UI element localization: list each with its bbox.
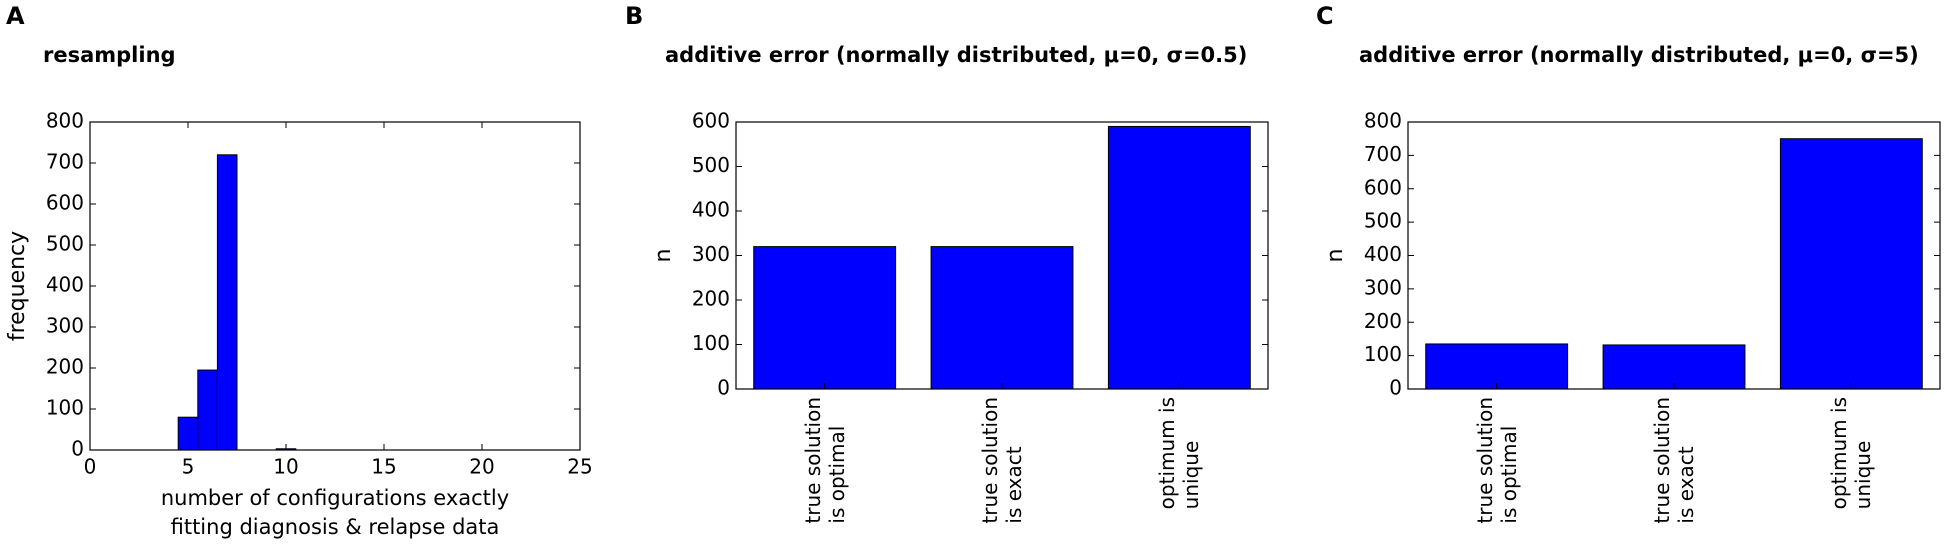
chart-title: resampling <box>43 43 176 67</box>
bar <box>930 246 1074 390</box>
y-tick-label: 500 <box>692 153 730 177</box>
y-tick-label: 400 <box>46 273 84 297</box>
panel-label: B <box>625 2 643 30</box>
panel-label: A <box>6 2 25 30</box>
y-tick-label: 800 <box>1364 109 1402 133</box>
y-tick-label: 600 <box>1364 175 1402 199</box>
y-tick-label: 200 <box>46 355 84 379</box>
y-tick-label: 200 <box>692 287 730 311</box>
y-axis-label: n <box>651 249 676 263</box>
x-tick-label: 15 <box>371 455 396 479</box>
x-tick-label: 20 <box>469 455 494 479</box>
y-tick-label: 300 <box>1364 275 1402 299</box>
y-tick-label: 600 <box>46 191 84 215</box>
y-tick-label: 400 <box>1364 242 1402 266</box>
y-tick-label: 800 <box>46 109 84 133</box>
x-tick-label: true solution is optimal <box>1472 397 1521 524</box>
y-tick-label: 700 <box>1364 142 1402 166</box>
y-tick-label: 300 <box>46 314 84 338</box>
y-tick-label: 200 <box>1364 309 1402 333</box>
bar <box>753 246 897 390</box>
bar <box>1107 125 1251 390</box>
bar <box>1425 343 1569 390</box>
y-tick-label: 300 <box>692 242 730 266</box>
axes-frame <box>735 121 1269 390</box>
y-tick-label: 0 <box>1389 376 1402 400</box>
bar <box>197 369 218 451</box>
x-tick-label: 10 <box>273 455 298 479</box>
x-tick-label: optimum is unique <box>1827 397 1876 510</box>
chart-title: additive error (normally distributed, μ=… <box>1359 43 1919 67</box>
bar <box>1779 138 1923 390</box>
y-axis-label: n <box>1323 249 1348 263</box>
x-axis-label: number of configurations exactly fitting… <box>160 486 510 539</box>
y-tick-label: 600 <box>692 109 730 133</box>
y-axis-label: frequency <box>5 231 30 341</box>
y-tick-label: 100 <box>1364 342 1402 366</box>
y-tick-label: 400 <box>692 198 730 222</box>
y-tick-label: 700 <box>46 150 84 174</box>
x-tick-label: true solution is exact <box>1650 397 1698 524</box>
y-tick-label: 100 <box>46 396 84 420</box>
bar <box>1602 344 1746 390</box>
x-tick-label: optimum is unique <box>1155 397 1204 510</box>
chart-title: additive error (normally distributed, μ=… <box>665 43 1247 67</box>
axes-frame <box>89 121 581 451</box>
y-tick-label: 0 <box>71 437 84 461</box>
x-tick-label: 5 <box>182 455 195 479</box>
x-tick-label: true solution is exact <box>978 397 1026 524</box>
x-tick-label: true solution is optimal <box>800 397 849 524</box>
y-tick-label: 500 <box>1364 209 1402 233</box>
x-tick-label: 25 <box>567 455 592 479</box>
panel-label: C <box>1316 2 1334 30</box>
y-tick-label: 100 <box>692 331 730 355</box>
y-tick-label: 0 <box>717 376 730 400</box>
y-tick-label: 500 <box>46 232 84 256</box>
bar <box>216 154 238 451</box>
x-tick-label: 0 <box>84 455 97 479</box>
axes-frame <box>1407 121 1941 390</box>
bar <box>177 416 199 451</box>
